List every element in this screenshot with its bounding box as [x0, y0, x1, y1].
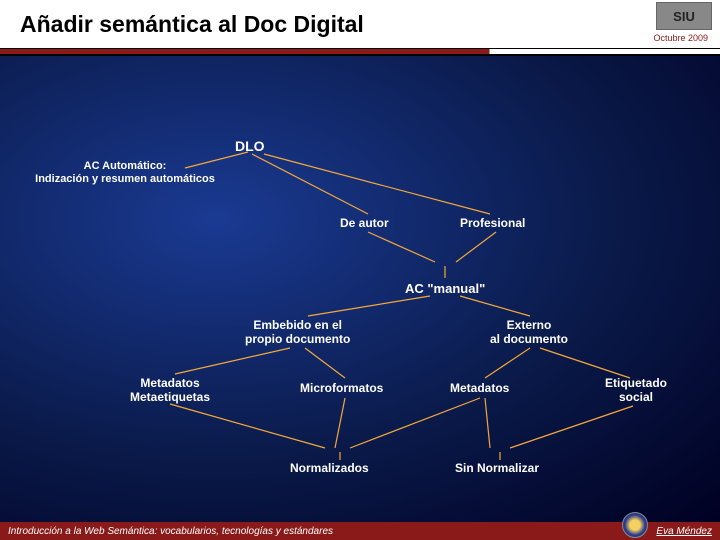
node-etiquetado-social: Etiquetado social — [605, 376, 667, 405]
node-normalizados: Normalizados — [290, 461, 369, 475]
node-externo: Externo al documento — [490, 318, 568, 347]
node-mm-label: Metadatos Metaetiquetas — [130, 376, 210, 404]
header-divider — [0, 48, 720, 56]
node-externo-label: Externo al documento — [490, 318, 568, 346]
node-embebido-label: Embebido en el propio documento — [245, 318, 350, 346]
footer-right: Eva Méndez — [656, 526, 712, 537]
node-ac-manual: AC "manual" — [405, 281, 485, 297]
node-ac-auto-label: AC Automático: Indización y resumen auto… — [35, 160, 215, 185]
node-metadatos-metaetiquetas: Metadatos Metaetiquetas — [130, 376, 210, 405]
footer-seal-icon — [622, 512, 648, 538]
node-dlo: DLO — [235, 138, 265, 155]
footer-left: Introducción a la Web Semántica: vocabul… — [8, 526, 333, 537]
node-es-label: Etiquetado social — [605, 376, 667, 404]
diagram-connectors — [0, 56, 720, 522]
node-embebido: Embebido en el propio documento — [245, 318, 350, 347]
node-de-autor: De autor — [340, 216, 389, 230]
node-profesional: Profesional — [460, 216, 525, 230]
siu-logo: SIU — [656, 2, 712, 30]
node-microformatos: Microformatos — [300, 381, 383, 395]
date-label: Octubre 2009 — [653, 33, 708, 43]
page-title: Añadir semántica al Doc Digital — [20, 11, 364, 38]
node-sin-normalizar: Sin Normalizar — [455, 461, 539, 475]
header: Añadir semántica al Doc Digital SIU Octu… — [0, 0, 720, 48]
node-metadatos: Metadatos — [450, 381, 509, 395]
node-ac-auto: AC Automático: Indización y resumen auto… — [10, 160, 240, 186]
footer: Introducción a la Web Semántica: vocabul… — [0, 522, 720, 540]
diagram-area: DLO AC Automático: Indización y resumen … — [0, 56, 720, 522]
